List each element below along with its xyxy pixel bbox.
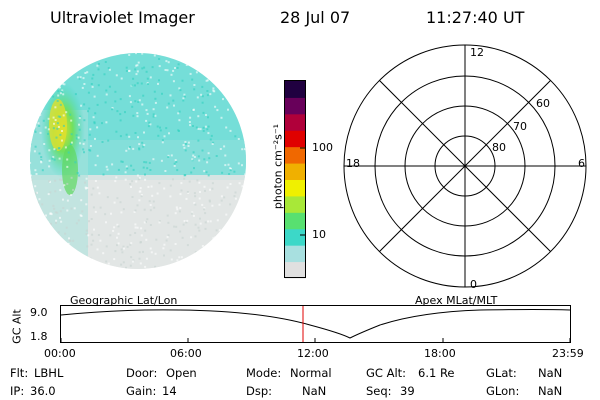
app-title: Ultraviolet Imager xyxy=(50,8,195,27)
glon-value: NaN xyxy=(538,384,563,398)
color-bar-scale xyxy=(285,81,306,279)
color-bar-segment xyxy=(285,130,306,148)
timeline-tick-2359: 23:59 xyxy=(552,347,584,360)
image-time: 11:27:40 UT xyxy=(426,8,525,27)
mlt-label-6: 6 xyxy=(578,157,585,170)
mlt-label-0: 0 xyxy=(470,278,477,291)
color-bar-segment xyxy=(285,245,306,263)
ip-value: 36.0 xyxy=(30,384,56,398)
mlat-mlt-polar-grid[interactable] xyxy=(340,44,590,294)
image-date: 28 Jul 07 xyxy=(280,8,351,27)
seq-label: Seq: xyxy=(366,384,392,398)
mlat-label-70: 70 xyxy=(513,120,527,133)
auroral-image-content xyxy=(30,53,246,269)
gcalt-value: 6.1 Re xyxy=(418,366,455,380)
dsp-value: NaN xyxy=(302,384,327,398)
timeline-ylabel: GC Alt xyxy=(10,309,24,344)
mode-label: Mode: xyxy=(246,366,282,380)
color-bar-unit-label: photon cm⁻²s⁻¹ xyxy=(271,123,285,210)
color-bar-segment xyxy=(285,179,306,197)
timeline-ymin: 1.8 xyxy=(30,330,48,343)
color-bar-segment xyxy=(285,212,306,230)
mlt-label-18: 18 xyxy=(346,157,360,170)
color-bar-segment xyxy=(285,81,306,98)
color-bar-segment xyxy=(285,195,306,213)
color-bar-segment xyxy=(285,97,306,115)
dsp-label: Dsp: xyxy=(246,384,273,398)
color-bar-label-100: 100 xyxy=(312,141,333,154)
mlat-label-60: 60 xyxy=(536,97,550,110)
mode-value: Normal xyxy=(290,366,332,380)
color-bar xyxy=(284,80,306,279)
grid-line-diag-2 xyxy=(379,80,551,252)
color-bar-segment xyxy=(285,228,306,246)
flt-value: LBHL xyxy=(34,366,64,380)
altitude-timeline[interactable] xyxy=(60,305,575,345)
mlt-label-12: 12 xyxy=(470,46,484,59)
color-bar-segment xyxy=(285,113,306,131)
timeline-tick-0600: 06:00 xyxy=(170,347,202,360)
color-bar-segment xyxy=(285,163,306,180)
gcalt-label: GC Alt: xyxy=(366,366,407,380)
seq-value: 39 xyxy=(400,384,415,398)
gain-label: Gain: xyxy=(126,384,157,398)
color-bar-label-10: 10 xyxy=(312,228,326,241)
flt-label: Flt: xyxy=(10,366,29,380)
altitude-curve xyxy=(60,309,571,339)
color-bar-segment xyxy=(285,146,306,164)
color-bar-segment xyxy=(285,261,306,279)
timeline-tick-1800: 18:00 xyxy=(424,347,456,360)
glat-value: NaN xyxy=(538,366,563,380)
glon-label: GLon: xyxy=(486,384,520,398)
timeline-tick-0000: 00:00 xyxy=(44,347,76,360)
door-label: Door: xyxy=(126,366,158,380)
timeline-left-title: Geographic Lat/Lon xyxy=(70,294,178,307)
mlat-label-80: 80 xyxy=(492,141,506,154)
timeline-right-title: Apex MLat/MLT xyxy=(415,294,498,307)
auroral-image[interactable] xyxy=(28,50,250,272)
ip-label: IP: xyxy=(10,384,25,398)
timeline-ymax: 9.0 xyxy=(30,306,48,319)
glat-label: GLat: xyxy=(486,366,517,380)
door-value: Open xyxy=(166,366,197,380)
timeline-tick-1200: 12:00 xyxy=(297,347,329,360)
gain-value: 14 xyxy=(162,384,177,398)
